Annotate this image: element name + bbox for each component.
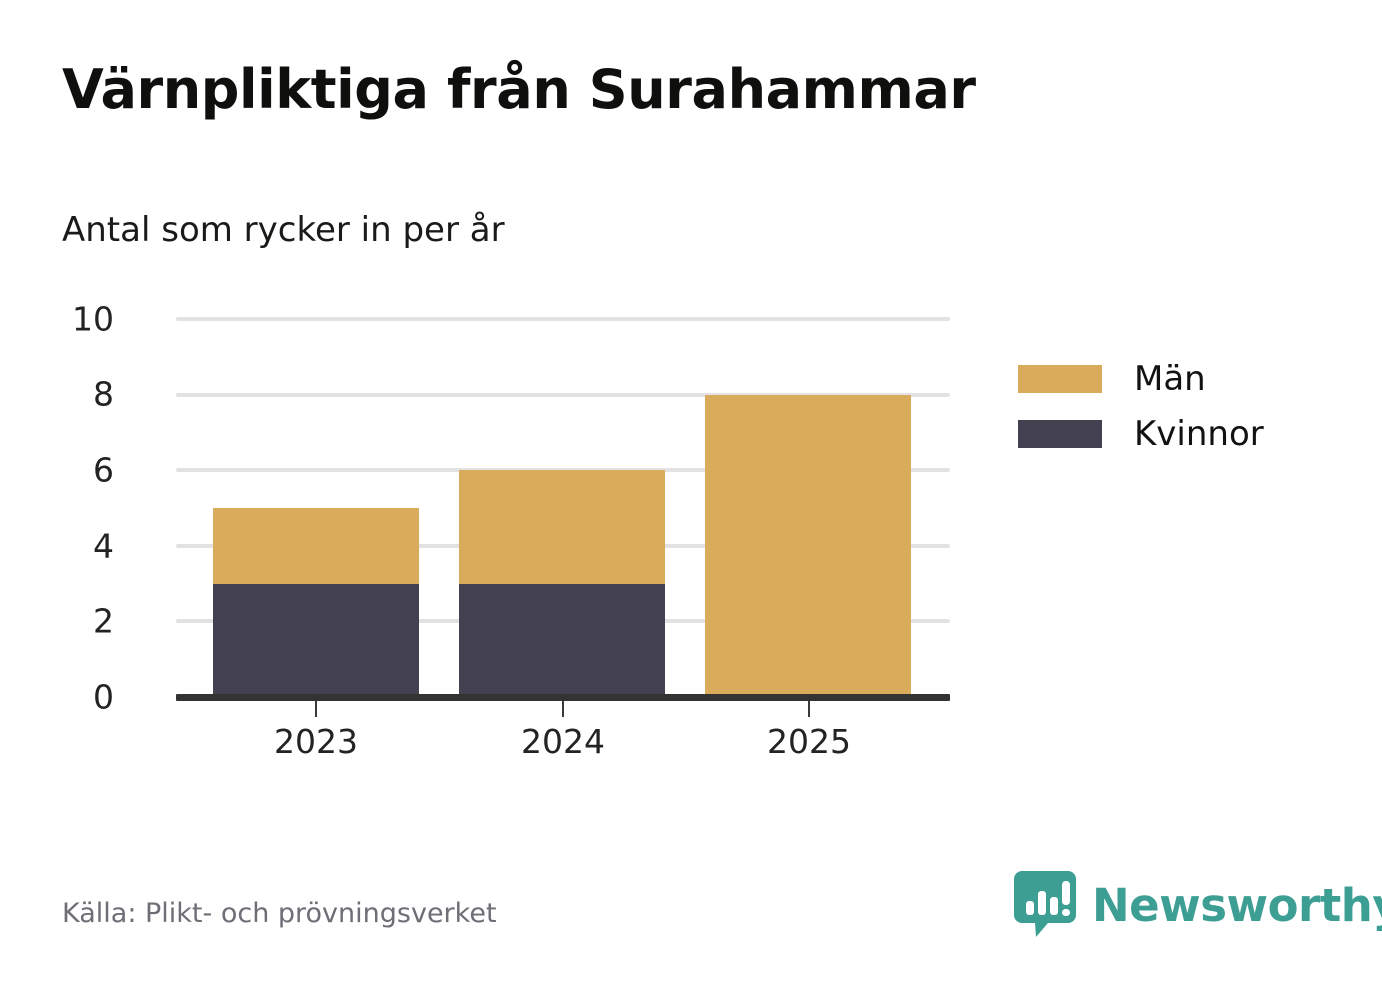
legend-label-man: Män (1134, 358, 1206, 399)
bar-segment-man-2025[interactable] (705, 394, 911, 697)
bar-group-2023[interactable] (213, 508, 419, 697)
chart-legend: Män Kvinnor (1018, 351, 1264, 461)
x-axis-label-2023: 2023 (274, 722, 358, 761)
y-axis-label-10: 10 (72, 299, 114, 339)
legend-swatch-kvinnor-icon (1018, 419, 1102, 448)
gridline-6 (176, 468, 950, 473)
bar-group-2025[interactable] (705, 394, 911, 697)
bar-segment-kvinnor-2023[interactable] (213, 583, 419, 697)
bar-segment-man-2024[interactable] (459, 470, 665, 584)
legend-swatch-man-icon (1018, 364, 1102, 393)
legend-label-kvinnor: Kvinnor (1134, 413, 1264, 454)
legend-item-man[interactable]: Män (1018, 351, 1264, 406)
y-axis-label-0: 0 (93, 677, 114, 717)
chart-subtitle: Antal som rycker in per år (62, 210, 505, 250)
x-axis-tick-2023 (315, 701, 317, 717)
bar-group-2024[interactable] (459, 470, 665, 697)
bar-segment-kvinnor-2024[interactable] (459, 583, 665, 697)
newsworthy-logo[interactable]: Newsworthy (1014, 871, 1382, 939)
x-axis-label-2025: 2025 (767, 722, 851, 761)
x-axis-label-2024: 2024 (521, 722, 605, 761)
gridline-8 (176, 392, 950, 397)
x-axis-tick-2024 (562, 701, 564, 717)
y-axis-label-8: 8 (93, 374, 114, 414)
y-axis-label-2: 2 (93, 601, 114, 641)
source-note: Källa: Plikt- och prövningsverket (62, 898, 497, 929)
y-axis-label-6: 6 (93, 450, 114, 490)
page-title: Värnpliktiga från Surahammar (62, 58, 976, 121)
legend-item-kvinnor[interactable]: Kvinnor (1018, 406, 1264, 461)
newsworthy-bubble-chart-icon (1014, 871, 1076, 939)
newsworthy-wordmark: Newsworthy (1092, 878, 1382, 932)
x-axis-line (176, 694, 950, 701)
gridline-10 (176, 317, 950, 321)
y-axis-label-4: 4 (93, 526, 114, 566)
x-axis-tick-2025 (808, 701, 810, 717)
plot-area (176, 317, 950, 697)
bar-segment-man-2023[interactable] (213, 508, 419, 584)
